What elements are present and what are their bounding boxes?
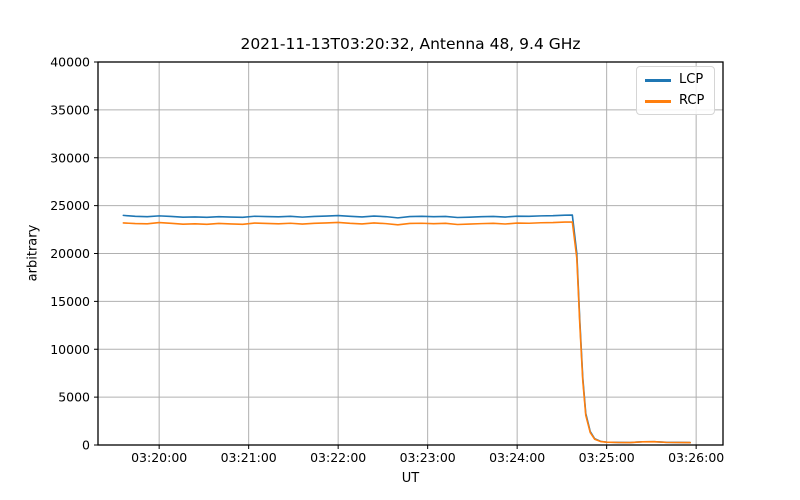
y-tick-label: 0: [82, 438, 90, 453]
legend-label-rcp: RCP: [679, 93, 705, 108]
x-axis-label: UT: [401, 471, 420, 486]
y-tick-label: 30000: [50, 150, 90, 165]
x-tick-label: 03:25:00: [579, 450, 635, 465]
y-tick-label: 15000: [50, 294, 90, 309]
y-tick-label: 5000: [58, 390, 90, 405]
rcp-line-swatch: [645, 99, 671, 103]
x-tick-label: 03:20:00: [131, 450, 187, 465]
x-tick-label: 03:21:00: [221, 450, 277, 465]
legend-label-lcp: LCP: [679, 72, 704, 87]
chart-title: 2021-11-13T03:20:32, Antenna 48, 9.4 GHz: [240, 35, 581, 53]
series-line-lcp: [122, 214, 691, 444]
y-axis-label: arbitrary: [25, 224, 41, 282]
y-tick-label: 35000: [50, 102, 90, 117]
y-tick-label: 25000: [50, 198, 90, 213]
lcp-line-swatch: [645, 78, 671, 82]
legend-entry-rcp: RCP: [645, 94, 706, 108]
y-tick-label: 40000: [50, 55, 90, 70]
legend-entry-lcp: LCP: [645, 73, 706, 87]
x-tick-label: 03:26:00: [668, 450, 724, 465]
x-tick-label: 03:23:00: [400, 450, 456, 465]
x-tick-label: 03:22:00: [310, 450, 366, 465]
x-tick-label: 03:24:00: [489, 450, 545, 465]
series-line-rcp: [122, 221, 691, 444]
y-tick-label: 20000: [50, 246, 90, 261]
y-tick-label: 10000: [50, 342, 90, 357]
legend: LCP RCP: [636, 66, 715, 115]
